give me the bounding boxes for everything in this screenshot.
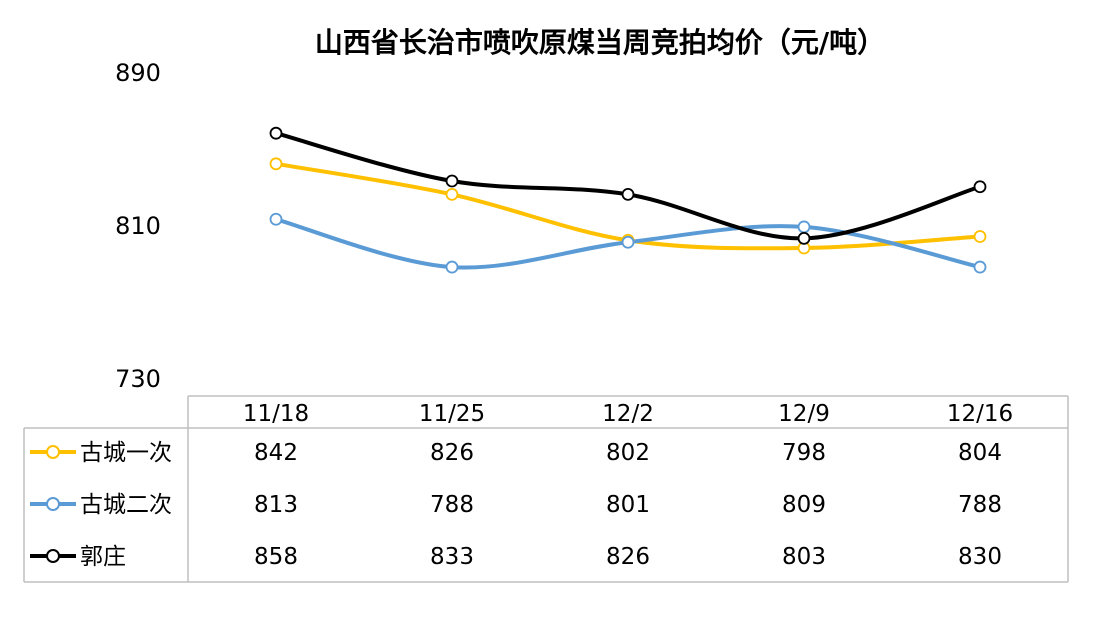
data-point xyxy=(445,174,459,188)
x-tick-label: 12/9 xyxy=(778,401,830,427)
legend-label: 郭庄 xyxy=(80,544,126,570)
legend-key-marker xyxy=(46,445,60,459)
data-point xyxy=(973,180,987,194)
legend-key-marker xyxy=(46,497,60,511)
data-label: 802 xyxy=(606,440,650,466)
data-label: 858 xyxy=(254,544,298,570)
series-points xyxy=(269,126,987,274)
data-point xyxy=(269,126,283,140)
data-point xyxy=(973,230,987,243)
data-point xyxy=(445,187,459,201)
data-label: 830 xyxy=(958,544,1002,570)
y-tick-label: 890 xyxy=(115,59,161,87)
data-point xyxy=(269,157,283,171)
x-tick-label: 11/18 xyxy=(243,401,309,427)
legend-label: 古城一次 xyxy=(80,440,172,466)
y-axis-ticks: 890 810 730 xyxy=(115,59,161,393)
legend-label: 古城二次 xyxy=(80,492,172,518)
x-tick-label: 12/16 xyxy=(947,401,1013,427)
x-tick-label: 11/25 xyxy=(419,401,485,427)
data-label: 826 xyxy=(606,544,650,570)
data-label: 788 xyxy=(430,492,474,518)
y-tick-label: 730 xyxy=(115,365,161,393)
data-point xyxy=(973,260,987,274)
data-label: 788 xyxy=(958,492,1002,518)
data-label: 798 xyxy=(782,440,826,466)
data-point xyxy=(269,212,283,226)
data-table: 11/18 11/25 12/2 12/9 12/16 古城一次 842 826 802 798 8… xyxy=(23,395,1069,583)
data-point xyxy=(797,231,811,245)
chart-title: 山西省长治市喷吹原煤当周竞拍均价（元/吨） xyxy=(315,26,885,59)
x-tick-label: 12/2 xyxy=(602,401,654,427)
y-tick-label: 810 xyxy=(115,212,161,240)
data-point xyxy=(621,187,635,201)
data-label: 803 xyxy=(782,544,826,570)
data-label: 804 xyxy=(958,440,1002,466)
data-label: 833 xyxy=(430,544,474,570)
legend-key-marker xyxy=(46,549,60,563)
data-point xyxy=(445,260,459,274)
data-label: 826 xyxy=(430,440,474,466)
data-label: 842 xyxy=(254,440,298,466)
data-label: 801 xyxy=(606,492,650,518)
data-label: 809 xyxy=(782,492,826,518)
data-label: 813 xyxy=(254,492,298,518)
data-point xyxy=(797,220,811,234)
series-line-2 xyxy=(274,131,982,241)
data-point xyxy=(621,235,635,249)
